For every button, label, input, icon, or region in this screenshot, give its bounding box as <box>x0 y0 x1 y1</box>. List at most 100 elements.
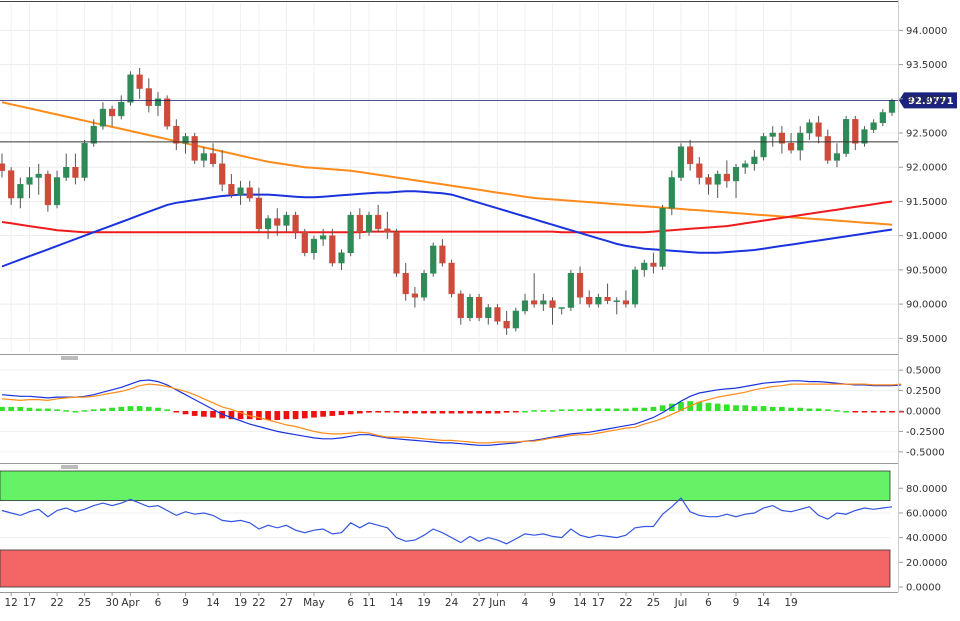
candle-body-down <box>44 173 51 206</box>
candle-body-down <box>209 153 217 165</box>
candle-body-up <box>320 235 327 240</box>
candle <box>402 263 409 301</box>
candle-body-down <box>173 125 180 144</box>
price-tick-label: 92.0000 <box>906 163 947 174</box>
candle <box>191 133 198 164</box>
candle-body-up <box>879 112 886 124</box>
candle <box>246 180 253 202</box>
candle <box>173 119 180 151</box>
candle-body-up <box>347 214 354 254</box>
macd-histogram-bar <box>861 411 868 413</box>
candle <box>549 297 556 325</box>
candle-body-up <box>200 153 207 161</box>
macd-histogram-bar <box>705 402 712 411</box>
candle <box>824 129 831 164</box>
candle <box>503 310 510 335</box>
candle-body-down <box>476 297 483 319</box>
macd-histogram-bar <box>347 411 354 415</box>
candle <box>338 249 345 270</box>
candle <box>26 167 33 199</box>
macd-line-0 <box>1 379 902 446</box>
moving-average-line-1 <box>1 200 893 234</box>
candle-body-down <box>604 297 611 301</box>
macd-histogram-bar <box>834 410 840 412</box>
x-tick-label: 9 <box>549 597 556 609</box>
macd-line-1 <box>1 383 902 444</box>
candle-body-down <box>191 136 198 161</box>
resize-handle-rsi[interactable] <box>61 465 78 469</box>
x-tick-label: 17 <box>592 597 605 609</box>
candle <box>72 153 79 185</box>
x-tick-label: 22 <box>50 597 63 609</box>
candle <box>457 290 464 325</box>
candle-body-up <box>26 177 33 185</box>
candle <box>687 139 694 171</box>
candle <box>430 242 437 277</box>
candle-body-up <box>127 74 134 103</box>
candle <box>164 95 171 130</box>
candle <box>879 109 886 127</box>
macd-lines <box>1 379 902 446</box>
macd-histogram-bar <box>577 409 583 411</box>
macd-histogram-bar <box>568 409 574 411</box>
macd-histogram-bar <box>659 405 666 411</box>
macd-histogram-bar <box>531 410 538 412</box>
macd-histogram-bar <box>870 411 877 413</box>
price-tick-label: 91.5000 <box>906 197 947 208</box>
candle-body-up <box>420 273 428 298</box>
moving-averages <box>1 101 893 268</box>
candle-body-up <box>843 119 850 154</box>
candle-body-down <box>384 228 391 233</box>
candle <box>540 293 547 311</box>
candle-body-down <box>109 108 116 117</box>
candle-body-down <box>0 163 6 171</box>
x-tick-label: 14 <box>757 597 771 609</box>
candle <box>494 304 501 325</box>
macd-histogram-bar <box>549 410 556 412</box>
candle-body-down <box>274 218 281 226</box>
candle-body-up <box>769 132 776 137</box>
macd-histogram-bar <box>512 411 519 413</box>
price-tick-label: 93.0000 <box>906 94 947 105</box>
macd-histogram-bar <box>201 411 207 417</box>
candle <box>365 211 373 236</box>
candle <box>613 297 620 315</box>
candle-body-down <box>439 245 446 264</box>
candle-body-up <box>485 307 492 319</box>
candle <box>356 208 363 240</box>
candle <box>44 170 51 212</box>
rsi-bands <box>0 470 891 588</box>
x-tick-label: 6 <box>347 597 354 609</box>
candle-body-up <box>861 129 868 144</box>
candle-body-up <box>641 262 648 271</box>
moving-average-line-2 <box>1 190 893 268</box>
macd-histogram-bar <box>898 411 905 413</box>
macd-histogram-bar <box>678 402 684 411</box>
candle <box>127 71 134 106</box>
x-tick-label: 6 <box>705 597 712 609</box>
candle-body-down <box>549 300 556 308</box>
macd-histogram-bar <box>430 411 437 414</box>
candle-body-up <box>182 136 189 144</box>
candle-body-down <box>219 163 226 185</box>
candle-body-down <box>246 187 253 199</box>
candle-body-up <box>567 273 574 308</box>
candle-body-down <box>292 214 299 233</box>
candle-body-down <box>356 214 363 233</box>
candle <box>576 266 584 305</box>
macd-histogram-bar <box>421 411 427 414</box>
candle-body-down <box>531 300 538 305</box>
x-tick-label: 4 <box>522 597 529 609</box>
candle <box>283 211 290 233</box>
candle-body-up <box>430 245 437 274</box>
macd-histogram-bar <box>182 411 189 415</box>
rsi-panel: 80.0000 60.0000 40.0000 20.0000 0.0000 <box>0 470 947 594</box>
candle-body-up <box>714 173 721 185</box>
candle-body-down <box>503 320 510 329</box>
rsi-line <box>1 497 893 545</box>
resize-handle-macd[interactable] <box>61 356 78 360</box>
candle-body-down <box>576 273 584 298</box>
x-tick-label: 11 <box>362 597 375 609</box>
candle <box>329 228 336 267</box>
x-tick-label: 30 <box>105 597 118 609</box>
